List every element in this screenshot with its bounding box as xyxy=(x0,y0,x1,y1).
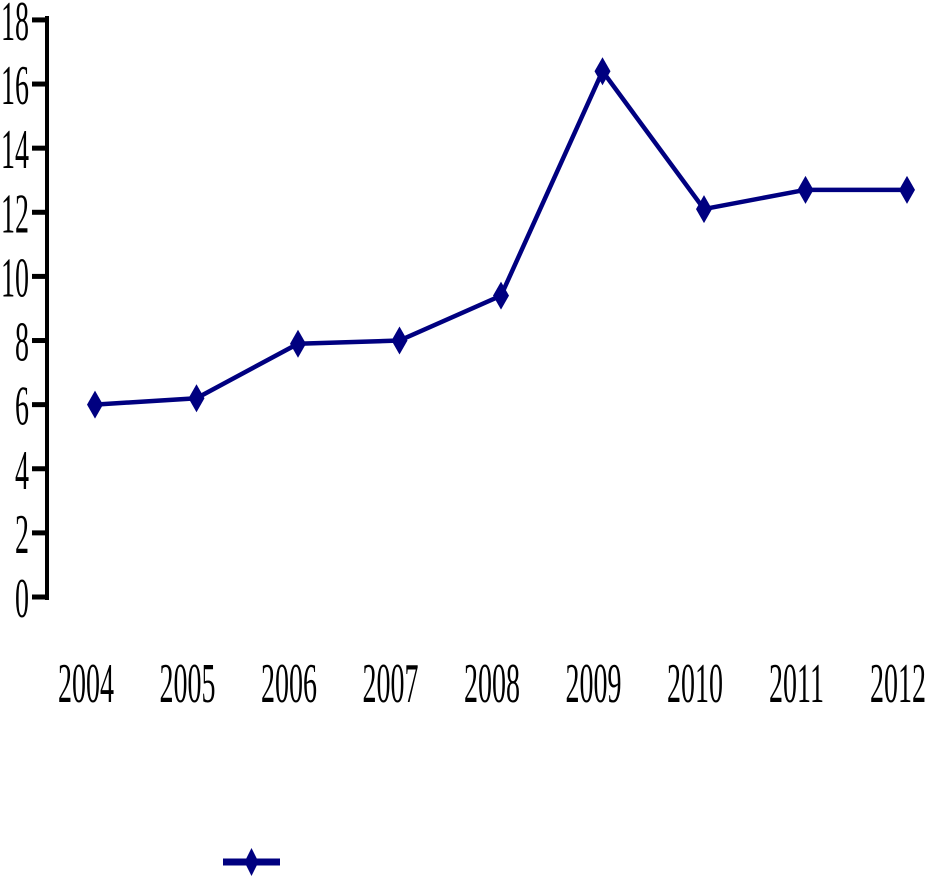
data-point-marker xyxy=(696,195,712,224)
x-tick-label: 2010 xyxy=(667,653,723,715)
x-tick-label: 2012 xyxy=(870,653,926,715)
x-tick-label: 2008 xyxy=(464,653,520,715)
x-tick-label: 2004 xyxy=(58,653,114,715)
data-point-marker xyxy=(493,281,509,310)
data-point-marker xyxy=(391,326,408,355)
y-tick-label: 12 xyxy=(1,183,29,245)
y-tick-label: 18 xyxy=(1,0,29,53)
data-point-marker xyxy=(899,175,915,204)
y-tick-label: 10 xyxy=(1,247,29,309)
y-tick-label: 0 xyxy=(15,568,29,630)
series-line xyxy=(94,66,907,407)
data-point-marker xyxy=(797,175,814,204)
x-tick-label: 2007 xyxy=(363,653,419,715)
y-tick-label: 8 xyxy=(15,311,29,373)
x-tick-label: 2006 xyxy=(261,653,317,715)
x-tick-label: 2005 xyxy=(160,653,216,715)
x-tick-label: 2011 xyxy=(769,653,824,715)
data-point-marker xyxy=(594,57,611,86)
y-tick-label: 16 xyxy=(1,55,29,117)
data-point-marker xyxy=(290,329,306,358)
data-point-marker xyxy=(188,384,205,413)
y-tick-label: 4 xyxy=(15,439,29,501)
y-tick-label: 6 xyxy=(15,375,29,437)
legend-marker xyxy=(244,848,259,876)
data-point-marker xyxy=(87,390,103,419)
x-tick-label: 2009 xyxy=(566,653,622,715)
y-tick-label: 14 xyxy=(1,119,29,181)
y-tick-label: 2 xyxy=(15,504,29,566)
